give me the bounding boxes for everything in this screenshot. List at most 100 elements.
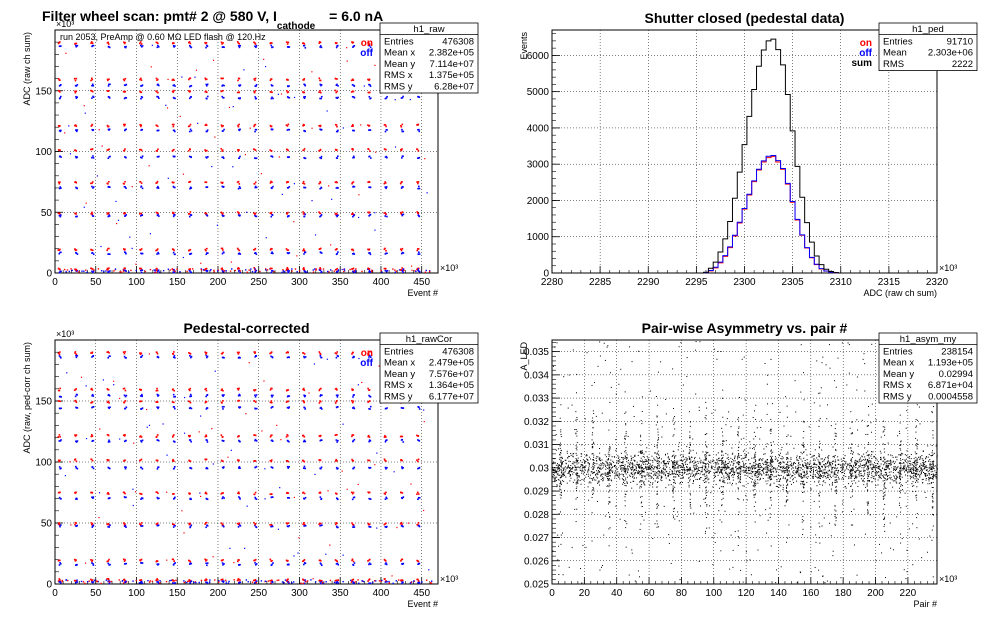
- data-point-on: [417, 150, 420, 152]
- data-point-stray: [66, 372, 68, 374]
- data-point: [924, 475, 926, 477]
- data-point: [925, 474, 927, 476]
- data-point-on: [302, 387, 305, 390]
- data-point-on: [75, 388, 77, 390]
- data-point: [570, 469, 572, 471]
- data-point-on: [368, 181, 371, 184]
- data-point-on: [367, 434, 370, 437]
- data-point-on: [139, 400, 142, 403]
- data-point: [585, 473, 587, 475]
- data-point-on: [336, 181, 338, 184]
- data-point: [700, 471, 702, 473]
- data-point-off: [108, 394, 111, 397]
- data-point-on: [367, 41, 370, 44]
- data-point-off: [337, 214, 339, 217]
- data-point-on: [221, 267, 224, 270]
- data-point: [760, 464, 762, 466]
- data-point: [789, 473, 791, 475]
- data-point: [658, 467, 660, 469]
- data-point: [685, 463, 687, 465]
- data-point-off: [223, 394, 225, 396]
- data-point-off: [174, 582, 176, 584]
- data-point: [571, 467, 573, 469]
- data-point: [756, 463, 758, 465]
- data-point: [728, 461, 730, 463]
- data-point-on: [172, 125, 175, 128]
- data-point-on: [221, 247, 224, 250]
- data-point: [626, 481, 628, 483]
- data-point-off: [59, 440, 62, 442]
- data-point-on: [367, 267, 370, 270]
- data-point-on: [189, 434, 191, 437]
- data-point-off: [417, 496, 420, 499]
- data-point-stray: [246, 211, 248, 213]
- data-point-off: [206, 564, 208, 567]
- data-point: [569, 461, 571, 463]
- data-point: [786, 465, 788, 467]
- data-point: [667, 472, 669, 474]
- data-point-stray: [166, 559, 168, 561]
- data-point: [927, 483, 929, 485]
- data-point: [700, 466, 702, 468]
- data-point-on: [400, 212, 403, 215]
- data-point-on: [189, 460, 192, 462]
- x-tick-label: 2280: [541, 277, 564, 288]
- data-point: [759, 477, 761, 479]
- data-point-off: [91, 185, 93, 188]
- data-point-on: [58, 400, 60, 402]
- data-point-baseline: [413, 580, 415, 582]
- data-point-on: [124, 180, 126, 183]
- data-point-on: [383, 212, 386, 214]
- data-point-stray: [133, 442, 135, 444]
- data-point-on: [303, 91, 306, 94]
- data-point-off: [157, 581, 159, 583]
- data-point: [598, 471, 600, 473]
- data-point-on: [368, 523, 371, 526]
- data-point-off: [76, 253, 79, 255]
- data-point-off: [141, 252, 144, 255]
- data-point-off: [75, 95, 77, 98]
- data-point: [932, 466, 934, 468]
- data-point-on: [287, 434, 289, 437]
- x-tick-label: 350: [332, 277, 349, 288]
- data-point: [877, 468, 879, 470]
- data-point-baseline: [231, 268, 233, 270]
- data-point-baseline: [107, 270, 109, 273]
- data-point-on: [285, 436, 288, 438]
- data-point: [789, 477, 791, 479]
- data-point: [755, 474, 757, 476]
- data-point: [772, 474, 774, 476]
- data-point: [706, 477, 708, 479]
- data-point-off: [304, 213, 307, 216]
- data-point-on: [90, 352, 92, 354]
- data-point: [601, 459, 603, 461]
- data-point: [566, 482, 568, 484]
- data-point: [812, 468, 814, 470]
- data-point-off: [303, 270, 306, 272]
- data-point-off: [418, 270, 421, 273]
- data-point-off: [76, 215, 78, 218]
- data-point: [886, 463, 888, 465]
- data-point: [888, 468, 890, 470]
- data-point-on: [59, 459, 61, 462]
- data-point-on: [58, 353, 61, 356]
- data-point-off: [125, 252, 127, 255]
- data-point-off: [221, 524, 224, 527]
- data-point: [733, 472, 735, 474]
- data-point-off: [124, 251, 127, 254]
- data-point-off: [107, 580, 109, 583]
- data-point-off: [91, 393, 94, 396]
- data-point-on: [368, 491, 371, 494]
- data-point-off: [157, 84, 160, 87]
- data-point: [568, 455, 570, 457]
- data-point: [884, 463, 886, 465]
- data-point: [794, 467, 796, 469]
- data-point: [821, 458, 823, 460]
- data-point-stray: [148, 424, 151, 426]
- data-point-baseline: [430, 580, 433, 582]
- data-point: [879, 476, 881, 478]
- data-point: [643, 482, 645, 484]
- data-point: [758, 465, 760, 467]
- data-point-off: [173, 407, 176, 410]
- data-point-off: [92, 157, 95, 159]
